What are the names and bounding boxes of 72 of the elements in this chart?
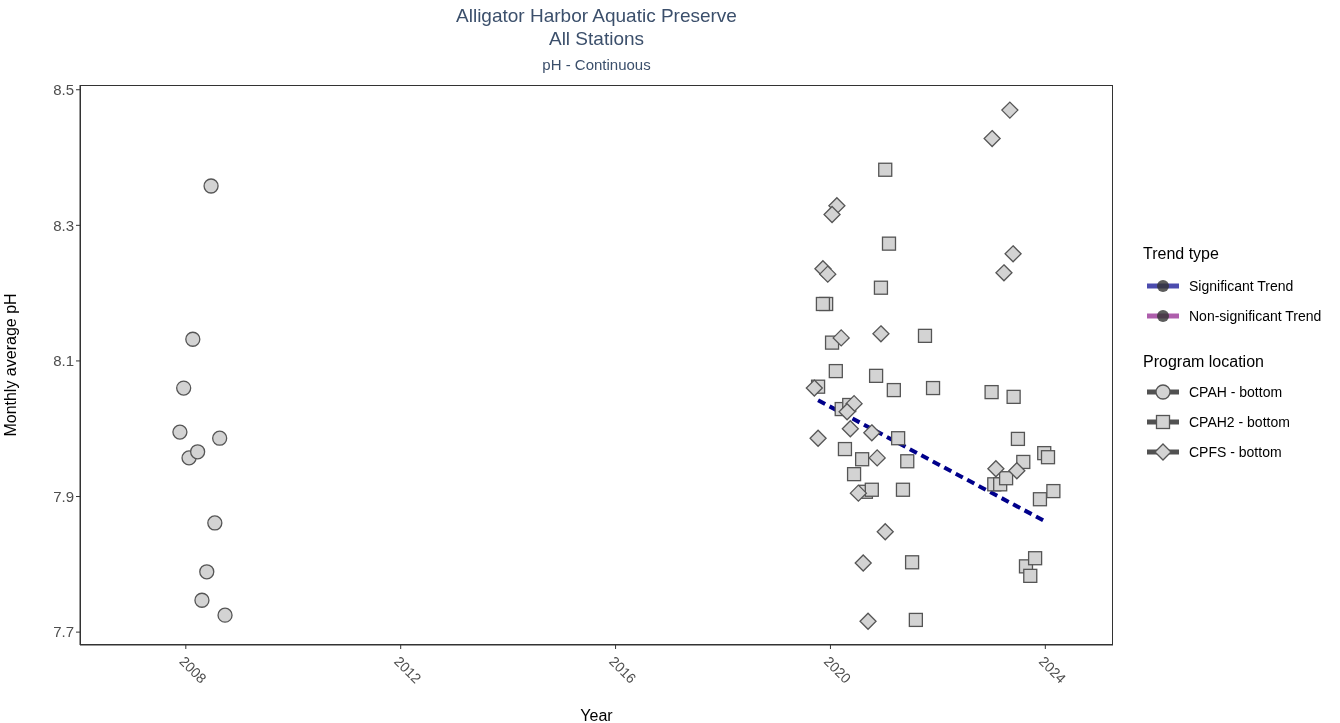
point <box>838 403 856 421</box>
point <box>1027 551 1043 566</box>
point <box>1001 101 1019 119</box>
point <box>900 454 915 469</box>
y-tick-label: 7.7 <box>53 623 74 641</box>
point <box>864 482 879 497</box>
point <box>886 382 901 398</box>
point <box>1006 389 1021 405</box>
point <box>872 325 890 343</box>
point <box>984 384 999 400</box>
point <box>217 607 233 623</box>
point <box>1040 450 1056 465</box>
point <box>828 363 843 379</box>
point <box>878 162 893 177</box>
y-tick-label: 8.3 <box>53 216 74 234</box>
point <box>859 612 877 630</box>
x-axis-title: Year <box>580 707 614 723</box>
point <box>895 482 911 497</box>
point <box>819 265 837 283</box>
point <box>207 515 223 531</box>
point <box>868 449 886 467</box>
legend-label: CPFS - bottom <box>1189 444 1282 460</box>
point <box>809 429 827 447</box>
point <box>823 205 841 224</box>
y-tick-label: 8.5 <box>53 81 74 99</box>
point <box>849 484 868 502</box>
point <box>854 452 870 467</box>
y-axis-title: Monthly average pH <box>1 293 19 437</box>
point <box>172 424 188 440</box>
point <box>908 612 923 628</box>
point <box>203 178 219 194</box>
chart-title: Alligator Harbor Aquatic Preserve All Stations <box>455 4 738 50</box>
legend-title: Trend type <box>1143 245 1220 263</box>
point <box>925 380 941 396</box>
legend-label: Significant Trend <box>1189 278 1294 294</box>
point <box>841 420 859 438</box>
point <box>917 328 933 343</box>
point <box>854 554 872 572</box>
point <box>199 564 215 580</box>
point <box>987 460 1005 478</box>
point <box>846 467 862 482</box>
legend-label: Non-significant Trend <box>1189 308 1322 324</box>
point <box>904 555 920 570</box>
point <box>1046 483 1061 499</box>
point <box>837 441 853 457</box>
point <box>868 368 884 383</box>
y-tick-label: 7.9 <box>53 487 74 505</box>
legend-label: CPAH - bottom <box>1189 384 1283 400</box>
legend-label: CPAH2 - bottom <box>1189 414 1290 430</box>
point <box>212 430 228 446</box>
point <box>805 379 823 397</box>
point <box>1004 245 1022 263</box>
point <box>995 264 1013 282</box>
y-tick-label: 8.1 <box>53 352 74 370</box>
point <box>1023 568 1038 583</box>
chart-subtitle: pH - Continuous <box>541 56 652 73</box>
point <box>1032 492 1048 507</box>
point <box>1008 462 1026 480</box>
point <box>832 329 850 347</box>
point <box>890 431 906 446</box>
point <box>176 380 192 396</box>
point <box>863 424 881 442</box>
point <box>873 280 889 295</box>
point <box>189 444 206 460</box>
point <box>983 129 1001 148</box>
point <box>876 523 894 541</box>
point <box>185 331 201 347</box>
text: Program location <box>1143 353 1265 371</box>
point <box>815 296 831 312</box>
point <box>1010 431 1026 447</box>
point <box>881 236 897 251</box>
point <box>194 592 210 608</box>
